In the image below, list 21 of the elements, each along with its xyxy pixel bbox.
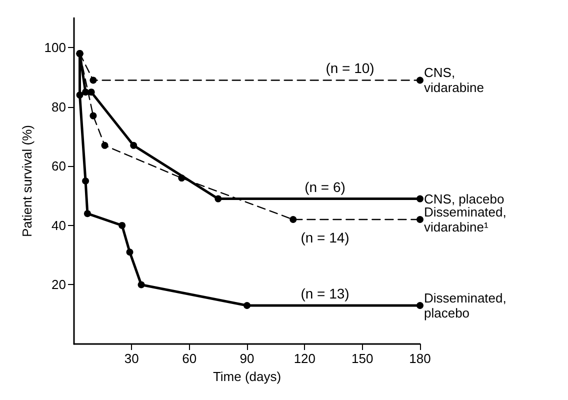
series-label: CNS, vidarabine xyxy=(424,65,484,96)
x-tick-label: 90 xyxy=(240,351,254,366)
series-label: CNS, placebo xyxy=(424,191,504,206)
x-tick-label: 30 xyxy=(124,351,139,366)
y-tick-label: 40 xyxy=(52,218,66,233)
y-tick-label: 100 xyxy=(44,40,66,56)
x-tick-label: 150 xyxy=(351,351,374,366)
series-label: Disseminated, vidarabine¹ xyxy=(424,204,510,235)
y-tick-label: 20 xyxy=(52,277,66,292)
x-axis-title: Time (days) xyxy=(212,369,282,384)
annotation: (n = 14) xyxy=(300,230,350,246)
annotation: (n = 13) xyxy=(300,285,350,302)
y-axis-title: Patient survival (%) xyxy=(19,125,34,237)
y-tick-label: 60 xyxy=(52,158,66,174)
annotation: (n = 6) xyxy=(304,178,346,195)
x-tick-label: 120 xyxy=(294,351,316,366)
y-tick-label: 80 xyxy=(52,99,66,114)
x-tick-label: 180 xyxy=(409,351,431,366)
x-tick-label: 60 xyxy=(182,351,197,366)
series-label: Disseminated, placebo xyxy=(424,290,510,320)
annotation: (n = 10) xyxy=(326,60,374,76)
